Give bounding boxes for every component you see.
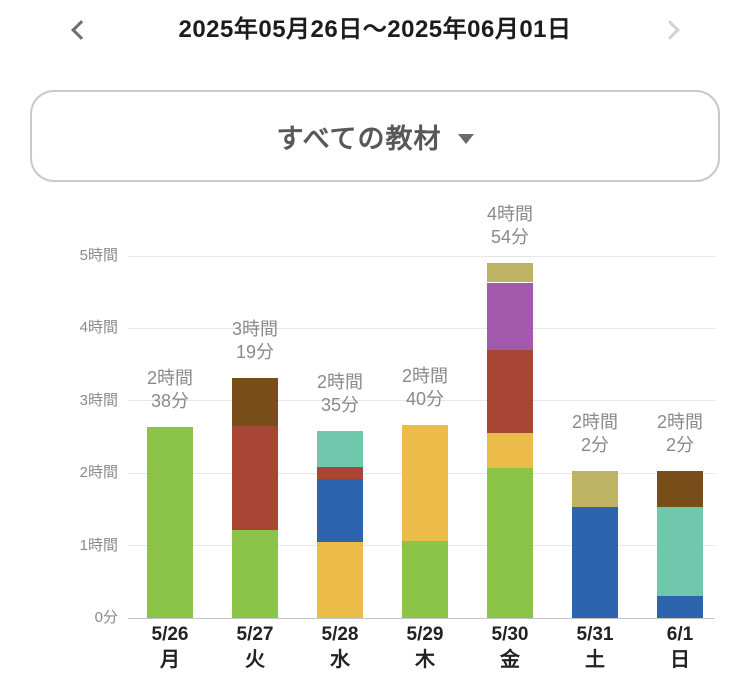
- bar-total-label: 3時間 19分: [185, 318, 325, 364]
- y-axis-tick-label: 1時間: [79, 536, 118, 554]
- y-axis-tick-label: 0分: [94, 609, 118, 626]
- bar-segment-5-27-material-green[interactable]: [232, 529, 278, 618]
- bar-total-label: 4時間 54分: [440, 203, 580, 249]
- bar-total-label-line: 54分: [490, 227, 530, 248]
- bar-total-label: 2時間 38分: [100, 367, 240, 413]
- bar-total-label: 2時間 2分: [525, 411, 665, 457]
- bar-segment-5-29-material-yellow[interactable]: [402, 424, 448, 541]
- y-axis-tick-label: 4時間: [79, 319, 118, 337]
- x-axis-date-label: 5/29: [406, 624, 444, 645]
- bar-segment-5-31-material-blue[interactable]: [572, 507, 618, 618]
- bar-segment-5-31-material-khaki[interactable]: [572, 470, 618, 507]
- x-axis-date-label: 5/30: [491, 624, 529, 645]
- bar-segment-5-27-material-brown[interactable]: [232, 377, 278, 427]
- bar-segment-5-30-material-red[interactable]: [487, 350, 533, 434]
- bar-total-label-line: 4時間: [486, 204, 533, 225]
- bar-total-label-line: 19分: [235, 341, 275, 362]
- bar-segment-5-30-material-green[interactable]: [487, 468, 533, 618]
- date-range-title: 2025年05月26日〜2025年06月01日: [178, 16, 572, 43]
- bar-total-label-line: 3時間: [231, 318, 278, 339]
- bar-segment-5-26-material-green[interactable]: [147, 427, 193, 618]
- bar-total-label-line: 40分: [405, 388, 445, 409]
- bar-total-label-line: 2時間: [146, 368, 193, 389]
- bar-total-label-line: 2時間: [316, 372, 363, 392]
- x-axis-date-label: 5/27: [236, 624, 274, 645]
- week-navigation-header: 2025年05月26日〜2025年06月01日: [0, 6, 750, 54]
- bar-segment-5-28-material-yellow[interactable]: [317, 542, 363, 618]
- x-axis-weekday-label: 土: [585, 649, 605, 671]
- bar-segment-6-1-material-blue[interactable]: [657, 596, 703, 618]
- bar-total-label-line: 2分: [580, 434, 609, 455]
- x-axis-weekday-label: 水: [330, 649, 350, 671]
- bar-segment-5-27-material-red[interactable]: [232, 426, 278, 530]
- bar-segment-5-28-material-teal[interactable]: [317, 431, 363, 468]
- caret-down-icon: [457, 133, 474, 144]
- bar-total-label: 2時間 2分: [610, 411, 750, 457]
- x-axis-weekday-label: 木: [415, 649, 435, 671]
- bar-total-label-line: 35分: [320, 395, 360, 415]
- bar-segment-6-1-material-teal[interactable]: [657, 507, 703, 597]
- x-axis-weekday-label: 火: [245, 649, 265, 671]
- x-axis-weekday-label: 金: [500, 649, 520, 671]
- bar-total-label-line: 2時間: [401, 365, 448, 386]
- x-axis-date-label: 5/26: [151, 624, 189, 645]
- gridline: [128, 327, 715, 329]
- bar-segment-5-28-material-red[interactable]: [317, 467, 363, 480]
- material-filter-dropdown[interactable]: すべての教材: [30, 90, 720, 182]
- y-axis-tick-label: 5時間: [79, 247, 118, 264]
- gridline: [128, 400, 715, 402]
- x-axis-date-label: 5/31: [576, 624, 614, 645]
- x-axis-line: [128, 617, 715, 619]
- bar-segment-5-29-material-green[interactable]: [402, 540, 448, 618]
- bar-total-label-line: 2分: [665, 434, 694, 455]
- x-axis-date-label: 5/28: [321, 624, 359, 645]
- gridline: [128, 255, 715, 257]
- bar-segment-5-28-material-blue[interactable]: [317, 479, 363, 542]
- bar-total-label: 2時間 35分: [270, 371, 410, 417]
- material-filter-label: すべての教材: [276, 123, 442, 154]
- bar-segment-5-30-material-khaki[interactable]: [487, 263, 533, 283]
- bar-segment-6-1-material-brown[interactable]: [657, 470, 703, 507]
- bar-total-label: 2時間 40分: [355, 365, 495, 411]
- x-axis-date-label: 6/1: [666, 624, 694, 645]
- bar-segment-5-30-material-yellow[interactable]: [487, 433, 533, 469]
- x-axis-weekday-label: 日: [670, 649, 690, 671]
- bar-total-label-line: 2時間: [656, 411, 703, 432]
- y-axis-tick-label: 3時間: [79, 391, 118, 409]
- bar-total-label-line: 38分: [150, 391, 190, 412]
- y-axis-tick-label: 2時間: [79, 464, 118, 482]
- x-axis-weekday-label: 月: [160, 649, 180, 671]
- bar-total-label-line: 2時間: [571, 411, 618, 432]
- bar-segment-5-30-material-purple[interactable]: [487, 282, 533, 351]
